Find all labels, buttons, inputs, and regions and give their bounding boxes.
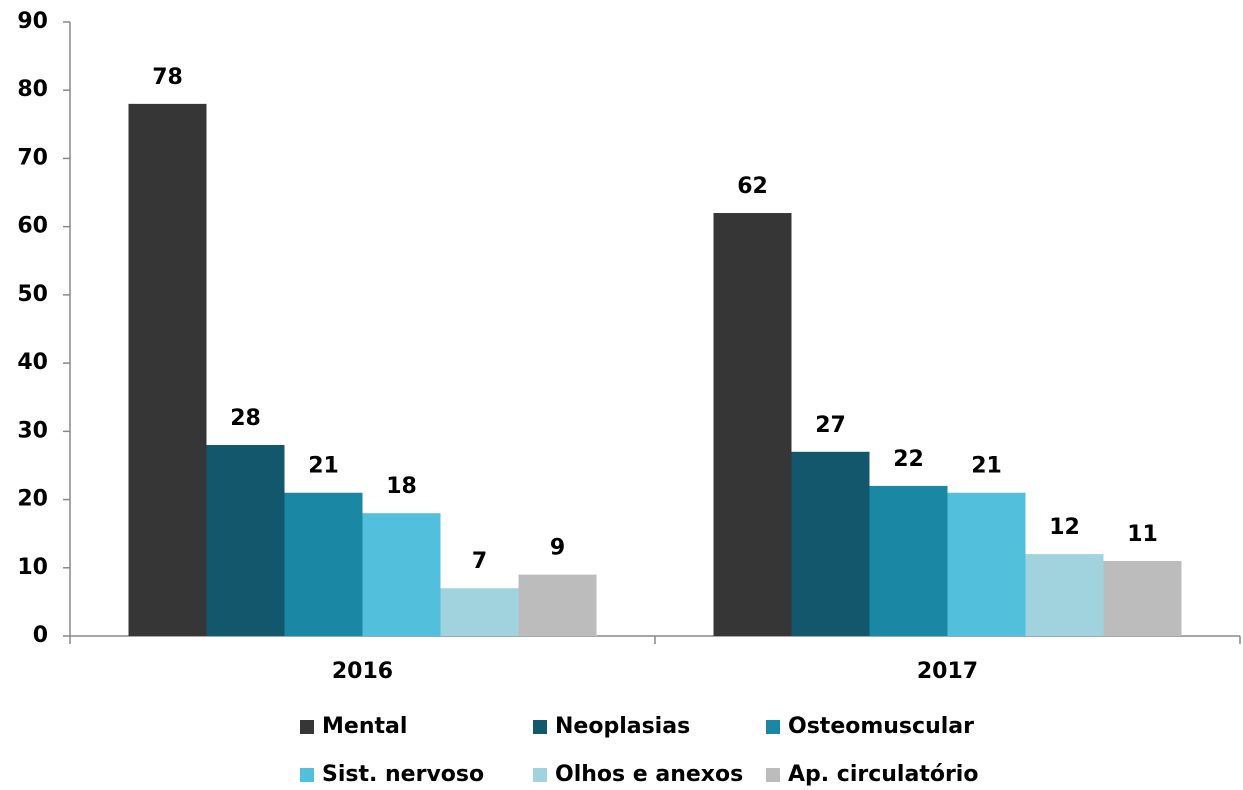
bar: [206, 444, 285, 636]
value-label: 12: [1049, 515, 1080, 540]
y-tick-label: 40: [17, 350, 48, 375]
value-label: 78: [152, 65, 183, 90]
bar: [128, 103, 207, 636]
value-label: 22: [893, 447, 924, 472]
legend-label: Ap. circulatório: [788, 762, 978, 787]
value-label: 7: [472, 549, 487, 574]
y-tick-label: 20: [17, 487, 48, 512]
value-label: 9: [550, 536, 565, 561]
legend-label: Sist. nervoso: [322, 762, 484, 787]
bar: [284, 492, 363, 636]
value-label: 21: [971, 454, 1002, 479]
bar: [440, 588, 519, 636]
legend-label: Olhos e anexos: [555, 762, 743, 787]
bar: [947, 492, 1026, 636]
y-tick-label: 60: [17, 214, 48, 239]
y-tick-label: 90: [17, 9, 48, 34]
legend-label: Neoplasias: [555, 714, 690, 739]
legend-swatch: [766, 768, 780, 782]
x-tick-label: 2017: [917, 659, 978, 684]
legend-swatch: [533, 768, 547, 782]
bar: [869, 485, 948, 636]
y-tick-label: 80: [17, 77, 48, 102]
value-label: 11: [1127, 522, 1158, 547]
legend-label: Mental: [322, 714, 407, 739]
bar: [713, 213, 792, 636]
value-label: 21: [308, 454, 339, 479]
value-label: 62: [737, 174, 768, 199]
legend-swatch: [300, 720, 314, 734]
x-tick-label: 2016: [332, 659, 393, 684]
bar: [362, 513, 441, 636]
legend-label: Osteomuscular: [788, 714, 974, 739]
legend-swatch: [766, 720, 780, 734]
y-tick-label: 70: [17, 145, 48, 170]
y-tick-label: 30: [17, 418, 48, 443]
value-label: 18: [386, 474, 417, 499]
value-label: 27: [815, 413, 846, 438]
y-tick-label: 0: [33, 623, 48, 648]
legend-swatch: [533, 720, 547, 734]
bar: [518, 574, 597, 636]
legend-swatch: [300, 768, 314, 782]
bar: [1103, 560, 1182, 636]
bar: [791, 451, 870, 636]
y-tick-label: 10: [17, 555, 48, 580]
bar: [1025, 554, 1104, 636]
value-label: 28: [230, 406, 261, 431]
y-tick-label: 50: [17, 282, 48, 307]
